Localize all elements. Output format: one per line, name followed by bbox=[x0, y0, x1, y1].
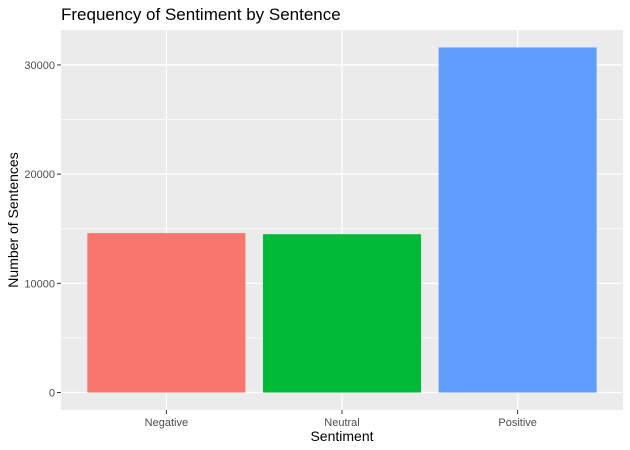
x-tick-label: Negative bbox=[145, 417, 188, 429]
x-tick-label: Positive bbox=[498, 417, 537, 429]
x-tick-label: Neutral bbox=[324, 417, 359, 429]
y-tick-label: 10000 bbox=[24, 278, 55, 290]
y-tick-label: 30000 bbox=[24, 60, 55, 72]
y-axis-ticks: 0 10000 20000 30000 bbox=[24, 60, 61, 400]
bar-neutral bbox=[262, 234, 422, 393]
bar-negative bbox=[87, 233, 246, 393]
y-tick-label: 20000 bbox=[24, 169, 55, 181]
bar-positive bbox=[438, 47, 597, 393]
bars bbox=[87, 47, 597, 393]
y-tick-label: 0 bbox=[49, 388, 55, 400]
x-axis-title: Sentiment bbox=[310, 428, 373, 444]
x-axis-ticks: Negative Neutral Positive bbox=[145, 410, 537, 429]
y-axis-title: Number of Sentences bbox=[5, 152, 21, 287]
chart-title: Frequency of Sentiment by Sentence bbox=[61, 5, 341, 24]
